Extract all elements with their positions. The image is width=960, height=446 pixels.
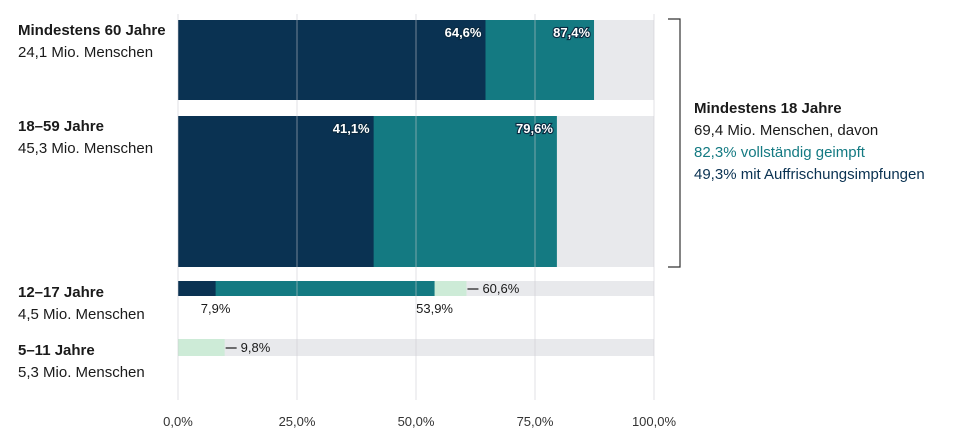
bar-booster <box>178 281 216 296</box>
annotation-booster: 49,3% mit Auffrischungsimpfungen <box>694 166 925 183</box>
group-label-18-59: 18–59 Jahre 45,3 Mio. Menschen <box>18 116 153 160</box>
group-title: 12–17 Jahre <box>18 284 104 301</box>
group-title: 18–59 Jahre <box>18 118 104 135</box>
x-tick-label: 75,0% <box>517 414 554 429</box>
x-tick-label: 100,0% <box>632 414 677 429</box>
group-population: 4,5 Mio. Menschen <box>18 306 145 323</box>
data-label-fully-vaccinated: 53,9% <box>416 301 453 316</box>
annotation-title: Mindestens 18 Jahre <box>694 100 842 117</box>
data-label-first-dose: 9,8% <box>241 340 271 355</box>
bar-booster <box>178 116 374 267</box>
group-title: 5–11 Jahre <box>18 342 95 359</box>
data-label-first-dose: 60,6% <box>482 281 519 296</box>
data-label-fully-vaccinated: 79,6% <box>516 121 553 136</box>
data-label-booster: 7,9% <box>201 301 231 316</box>
group-label-5-11: 5–11 Jahre 5,3 Mio. Menschen <box>18 340 145 384</box>
x-tick-label: 25,0% <box>279 414 316 429</box>
annotation-population: 69,4 Mio. Menschen, davon <box>694 122 879 139</box>
group-population: 5,3 Mio. Menschen <box>18 364 145 381</box>
data-label-booster: 41,1% <box>333 121 370 136</box>
bar-booster <box>178 20 486 100</box>
x-tick-label: 50,0% <box>398 414 435 429</box>
group-population: 24,1 Mio. Menschen <box>18 44 154 61</box>
bar-first-dose <box>178 339 225 356</box>
group-label-60plus: Mindestens 60 Jahre 24,1 Mio. Menschen <box>18 20 166 64</box>
adult-bracket <box>668 18 681 268</box>
data-label-fully-vaccinated: 87,4% <box>553 25 590 40</box>
data-label-booster: 64,6% <box>445 25 482 40</box>
annotation-fully-vaccinated: 82,3% vollständig geimpft <box>694 144 865 161</box>
adult-summary-annotation: Mindestens 18 Jahre 69,4 Mio. Menschen, … <box>694 98 925 186</box>
group-label-12-17: 12–17 Jahre 4,5 Mio. Menschen <box>18 282 145 326</box>
group-population: 45,3 Mio. Menschen <box>18 140 154 157</box>
group-title: Mindestens 60 Jahre <box>18 22 166 39</box>
x-tick-label: 0,0% <box>163 414 193 429</box>
bar-fully-vaccinated <box>178 281 435 296</box>
